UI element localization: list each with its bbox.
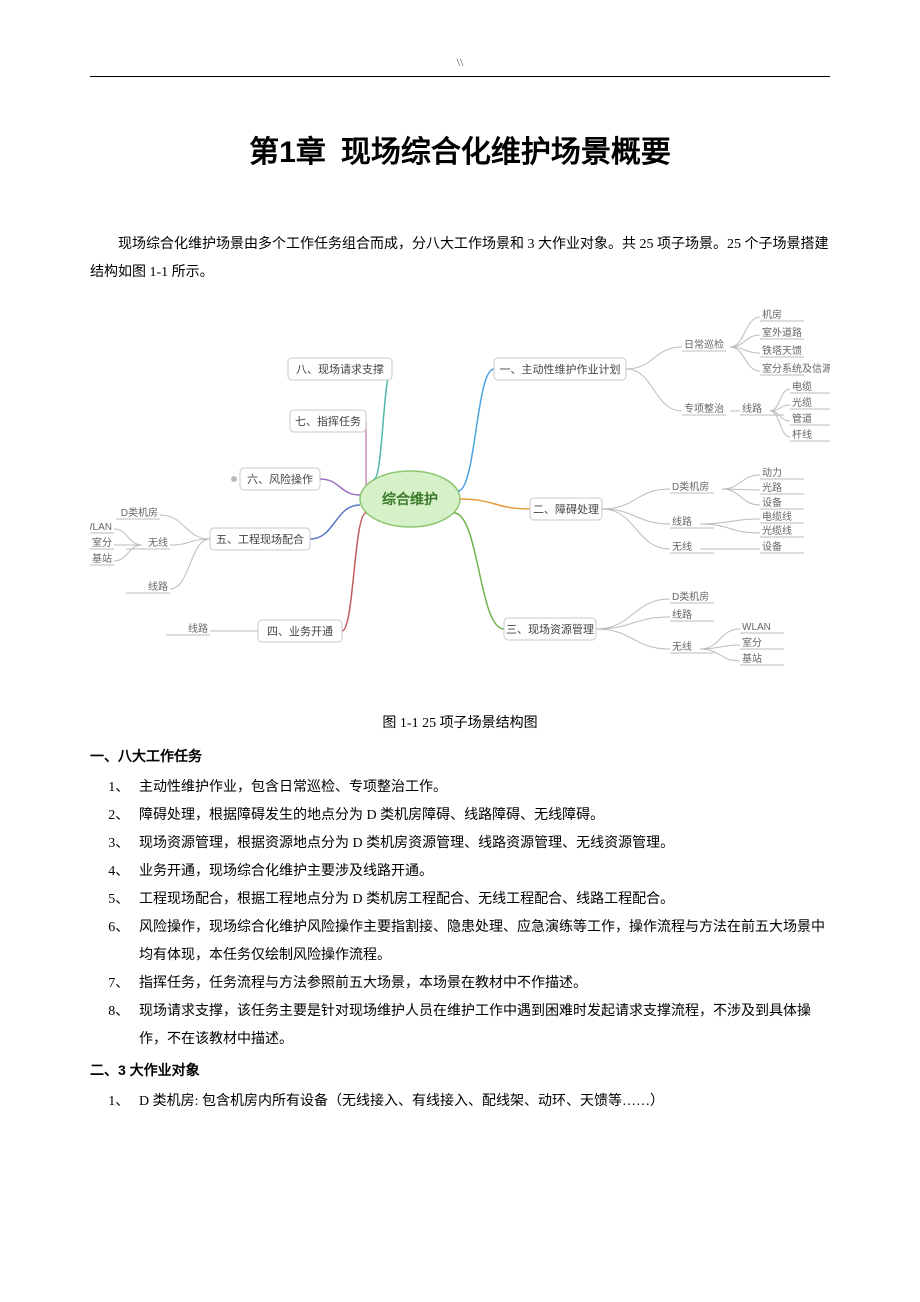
svg-text:线路: 线路 [672, 608, 692, 621]
section-1-heading: 一、八大工作任务 [90, 746, 830, 766]
svg-text:D类机房: D类机房 [121, 506, 158, 519]
chapter-name: 现场综合化维护场景概要 [341, 136, 671, 169]
svg-text:八、现场请求支撑: 八、现场请求支撑 [296, 362, 384, 376]
svg-text:基站: 基站 [92, 552, 112, 565]
list-item: 8、现场请求支撑，该任务主要是针对现场维护人员在维护工作中遇到困难时发起请求支撑… [139, 998, 830, 1054]
svg-text:线路: 线路 [188, 622, 208, 635]
svg-text:无线: 无线 [672, 540, 692, 553]
list-item-text: 现场资源管理，根据资源地点分为 D 类机房资源管理、线路资源管理、无线资源管理。 [139, 836, 674, 851]
svg-text:室分: 室分 [742, 636, 762, 649]
intro-paragraph: 现场综合化维护场景由多个工作任务组合而成，分八大工作场景和 3 大作业对象。共 … [90, 231, 830, 287]
diagram-caption: 图 1-1 25 项子场景结构图 [90, 712, 830, 732]
list-item: 5、工程现场配合，根据工程地点分为 D 类机房工程配合、无线工程配合、线路工程配… [139, 886, 830, 914]
list-item-number: 6、 [108, 914, 129, 942]
svg-text:室分系统及信源: 室分系统及信源 [762, 362, 830, 375]
svg-text:光缆: 光缆 [792, 396, 812, 409]
svg-text:日常巡检: 日常巡检 [684, 338, 724, 351]
svg-text:二、障碍处理: 二、障碍处理 [533, 502, 599, 516]
svg-text:光路: 光路 [762, 481, 782, 494]
page-header-mark: \\ [90, 55, 830, 77]
section-2-heading: 二、3 大作业对象 [90, 1060, 830, 1080]
svg-text:机房: 机房 [762, 308, 782, 321]
list-item: 1、主动性维护作业，包含日常巡检、专项整治工作。 [139, 774, 830, 802]
svg-text:杆线: 杆线 [792, 428, 812, 441]
list-item: 4、业务开通，现场综合化维护主要涉及线路开通。 [139, 858, 830, 886]
svg-text:线路: 线路 [742, 402, 762, 415]
chapter-number: 第1章 [249, 136, 326, 169]
list-item: 3、现场资源管理，根据资源地点分为 D 类机房资源管理、线路资源管理、无线资源管… [139, 830, 830, 858]
svg-text:线路: 线路 [148, 580, 168, 593]
svg-text:电缆线: 电缆线 [762, 510, 792, 523]
section-1-list: 1、主动性维护作业，包含日常巡检、专项整治工作。2、障碍处理，根据障碍发生的地点… [90, 774, 830, 1054]
list-item: 7、指挥任务，任务流程与方法参照前五大场景，本场景在教材中不作描述。 [139, 970, 830, 998]
section-2-list: 1、 D 类机房: 包含机房内所有设备（无线接入、有线接入、配线架、动环、天馈等…… [90, 1088, 830, 1116]
list-item-text: 障碍处理，根据障碍发生的地点分为 D 类机房障碍、线路障碍、无线障碍。 [139, 808, 604, 823]
list-item-text: 主动性维护作业，包含日常巡检、专项整治工作。 [139, 780, 447, 795]
mindmap-diagram: 综合维护 一、主动性维护作业计划 日常巡检 机房室外道路铁塔天馈室分系统及信源专项整治… [90, 299, 830, 704]
svg-text:基站: 基站 [742, 652, 762, 665]
svg-text:专项整治: 专项整治 [684, 402, 724, 415]
list-item-text: D 类机房: 包含机房内所有设备（无线接入、有线接入、配线架、动环、天馈等……） [139, 1094, 664, 1109]
svg-text:一、主动性维护作业计划: 一、主动性维护作业计划 [500, 362, 621, 376]
svg-text:七、指挥任务: 七、指挥任务 [295, 414, 361, 428]
svg-text:六、风险操作: 六、风险操作 [247, 472, 313, 486]
list-item: 2、障碍处理，根据障碍发生的地点分为 D 类机房障碍、线路障碍、无线障碍。 [139, 802, 830, 830]
list-item-number: 1、 [108, 774, 129, 802]
svg-text:动力: 动力 [762, 466, 782, 479]
svg-text:D类机房: D类机房 [672, 590, 709, 603]
list-item-number: 1、 [108, 1088, 129, 1116]
svg-text:三、现场资源管理: 三、现场资源管理 [506, 622, 594, 636]
list-item-number: 8、 [108, 998, 129, 1026]
svg-text:室分: 室分 [92, 536, 112, 549]
list-item-number: 7、 [108, 970, 129, 998]
svg-text:综合维护: 综合维护 [382, 491, 438, 508]
svg-text:无线: 无线 [672, 640, 692, 653]
svg-text:无线: 无线 [148, 536, 168, 549]
list-item-text: 工程现场配合，根据工程地点分为 D 类机房工程配合、无线工程配合、线路工程配合。 [139, 892, 674, 907]
chapter-title: 第1章 现场综合化维护场景概要 [90, 127, 830, 171]
list-item-number: 4、 [108, 858, 129, 886]
svg-text:光缆线: 光缆线 [762, 524, 792, 537]
svg-text:铁塔天馈: 铁塔天馈 [762, 344, 802, 357]
mindmap-svg: 综合维护 一、主动性维护作业计划 日常巡检 机房室外道路铁塔天馈室分系统及信源专项整治… [90, 299, 830, 699]
list-item-text: 风险操作，现场综合化维护风险操作主要指割接、隐患处理、应急演练等工作，操作流程与… [139, 920, 825, 963]
svg-text:四、业务开通: 四、业务开通 [267, 625, 333, 638]
svg-text:线路: 线路 [672, 515, 692, 528]
svg-text:五、工程现场配合: 五、工程现场配合 [216, 532, 304, 546]
list-item: 1、D 类机房: 包含机房内所有设备（无线接入、有线接入、配线架、动环、天馈等…… [139, 1088, 830, 1116]
list-item-text: 指挥任务，任务流程与方法参照前五大场景，本场景在教材中不作描述。 [139, 976, 587, 991]
svg-text:WLAN: WLAN [90, 522, 112, 533]
svg-text:设备: 设备 [762, 540, 782, 553]
list-item: 6、风险操作，现场综合化维护风险操作主要指割接、隐患处理、应急演练等工作，操作流… [139, 914, 830, 970]
svg-text:室外道路: 室外道路 [762, 326, 802, 339]
svg-text:管道: 管道 [792, 412, 812, 425]
svg-text:D类机房: D类机房 [672, 480, 709, 493]
svg-text:电缆: 电缆 [792, 380, 812, 393]
list-item-number: 2、 [108, 802, 129, 830]
list-item-number: 5、 [108, 886, 129, 914]
list-item-number: 3、 [108, 830, 129, 858]
svg-text:设备: 设备 [762, 496, 782, 509]
list-item-text: 业务开通，现场综合化维护主要涉及线路开通。 [139, 864, 433, 879]
list-item-text: 现场请求支撑，该任务主要是针对现场维护人员在维护工作中遇到困难时发起请求支撑流程… [139, 1004, 811, 1047]
svg-text:WLAN: WLAN [742, 622, 771, 633]
